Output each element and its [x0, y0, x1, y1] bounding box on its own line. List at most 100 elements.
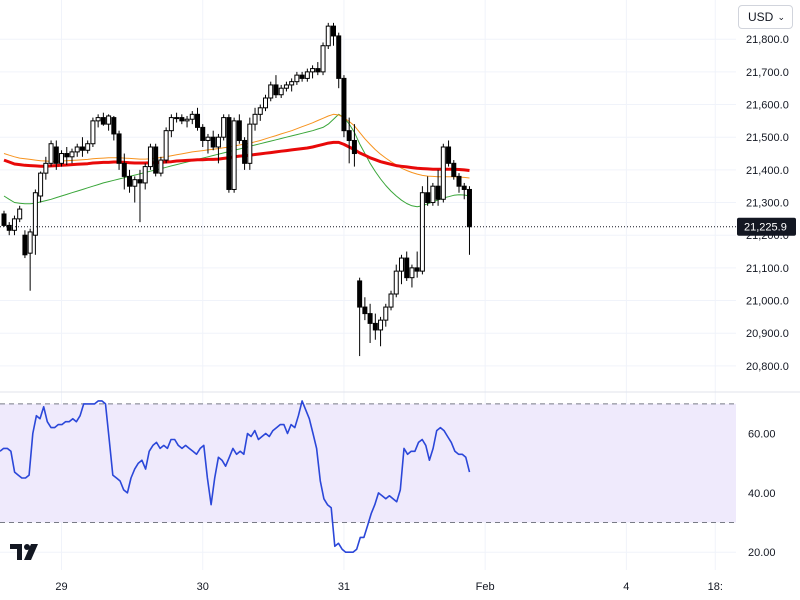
- candle-body: [226, 117, 232, 190]
- candle-body: [79, 146, 85, 151]
- candle-body: [430, 185, 436, 204]
- candle-body: [362, 306, 368, 315]
- candle-body: [367, 313, 373, 324]
- candle-body: [388, 293, 394, 308]
- ma-mid-line: [3, 113, 470, 179]
- price-tick-label: 21,700.0: [746, 67, 789, 79]
- candle-body: [32, 192, 38, 236]
- candle-body: [435, 185, 441, 200]
- candle-body: [168, 117, 174, 132]
- candle-body: [398, 257, 404, 272]
- candle-body: [210, 136, 216, 148]
- currency-label: USD: [748, 10, 774, 24]
- candle-body: [372, 322, 378, 331]
- candle-body: [90, 120, 96, 145]
- candle-body: [106, 115, 112, 125]
- candle-body: [404, 257, 410, 279]
- rsi-line: [0, 400, 471, 553]
- candle-body: [273, 84, 279, 96]
- candle-body: [257, 107, 263, 115]
- candle-body: [247, 123, 253, 164]
- candle-body: [393, 270, 399, 295]
- candle-body: [409, 267, 415, 279]
- candle-body: [142, 166, 148, 184]
- candle-body: [174, 117, 180, 120]
- candle-body: [341, 77, 347, 132]
- candle-body: [268, 84, 274, 99]
- time-tick-label: 4: [623, 581, 629, 593]
- candle-body: [111, 117, 117, 135]
- candle-body: [414, 267, 420, 272]
- candle-body: [116, 133, 122, 164]
- candle-body: [378, 319, 384, 331]
- candle-body: [121, 162, 127, 177]
- candle-body: [6, 224, 12, 231]
- candle-body: [184, 118, 190, 122]
- candle-body: [419, 192, 425, 272]
- price-tick-label: 21,600.0: [746, 100, 789, 112]
- candle-body: [17, 208, 23, 220]
- candle-body: [461, 185, 467, 190]
- candle-body: [215, 136, 221, 148]
- candle-body: [200, 126, 206, 141]
- candle-body: [95, 117, 101, 122]
- ma-short-line: [3, 113, 470, 208]
- candle-body: [456, 175, 462, 187]
- candle-body: [466, 188, 472, 228]
- price-tick-label: 21,300.0: [746, 198, 789, 210]
- rsi-tick-label: 20.00: [748, 547, 776, 559]
- price-tick-label: 21,400.0: [746, 165, 789, 177]
- price-tick-label: 21,800.0: [746, 34, 789, 46]
- candle-body: [189, 113, 195, 120]
- candle-body: [85, 143, 91, 151]
- candle-body: [294, 74, 300, 83]
- candle-body: [69, 151, 75, 158]
- candle-body: [446, 146, 452, 164]
- time-tick-label: 30: [197, 581, 209, 593]
- candle-body: [289, 81, 295, 86]
- rsi-band: [0, 403, 736, 523]
- candle-body: [310, 68, 316, 73]
- candle-body: [325, 25, 331, 47]
- candle-body: [132, 179, 138, 187]
- candle-body: [100, 117, 106, 125]
- candle-body: [158, 159, 164, 174]
- candle-body: [236, 120, 242, 141]
- price-tick-label: 21,000.0: [746, 296, 789, 308]
- candle-body: [304, 71, 310, 79]
- chevron-down-icon: ⌄: [777, 11, 785, 22]
- candle-body: [283, 84, 289, 89]
- candle-body: [64, 153, 70, 158]
- last-price-label: 21,225.9: [744, 222, 787, 234]
- candle-body: [330, 25, 336, 37]
- candle-body: [252, 113, 258, 125]
- candle-body: [137, 179, 143, 184]
- ma-long-line: [3, 140, 470, 172]
- candle-body: [278, 87, 284, 96]
- last-price-badge: [737, 217, 796, 236]
- candle-body: [27, 231, 33, 254]
- price-tick-label: 21,100.0: [746, 263, 789, 275]
- candle-body: [221, 117, 227, 138]
- candle-body: [451, 162, 457, 177]
- candle-body: [242, 139, 248, 164]
- tradingview-logo-icon[interactable]: [10, 542, 44, 562]
- time-tick-label: 18:: [708, 581, 723, 593]
- candle-body: [299, 74, 305, 79]
- candle-body: [357, 280, 363, 308]
- price-tick-label: 21,500.0: [746, 132, 789, 144]
- candle-body: [440, 146, 446, 200]
- candle-body: [320, 45, 326, 73]
- currency-selector[interactable]: USD ⌄: [738, 5, 793, 29]
- candle-body: [346, 130, 352, 141]
- price-tick-label: 20,900.0: [746, 328, 789, 340]
- candle-body: [205, 136, 211, 141]
- candle-body: [74, 146, 80, 153]
- time-tick-label: 31: [338, 581, 350, 593]
- rsi-tick-label: 60.00: [748, 429, 776, 441]
- time-tick-label: Feb: [476, 581, 495, 593]
- candle-body: [231, 120, 237, 190]
- candle-body: [336, 35, 342, 79]
